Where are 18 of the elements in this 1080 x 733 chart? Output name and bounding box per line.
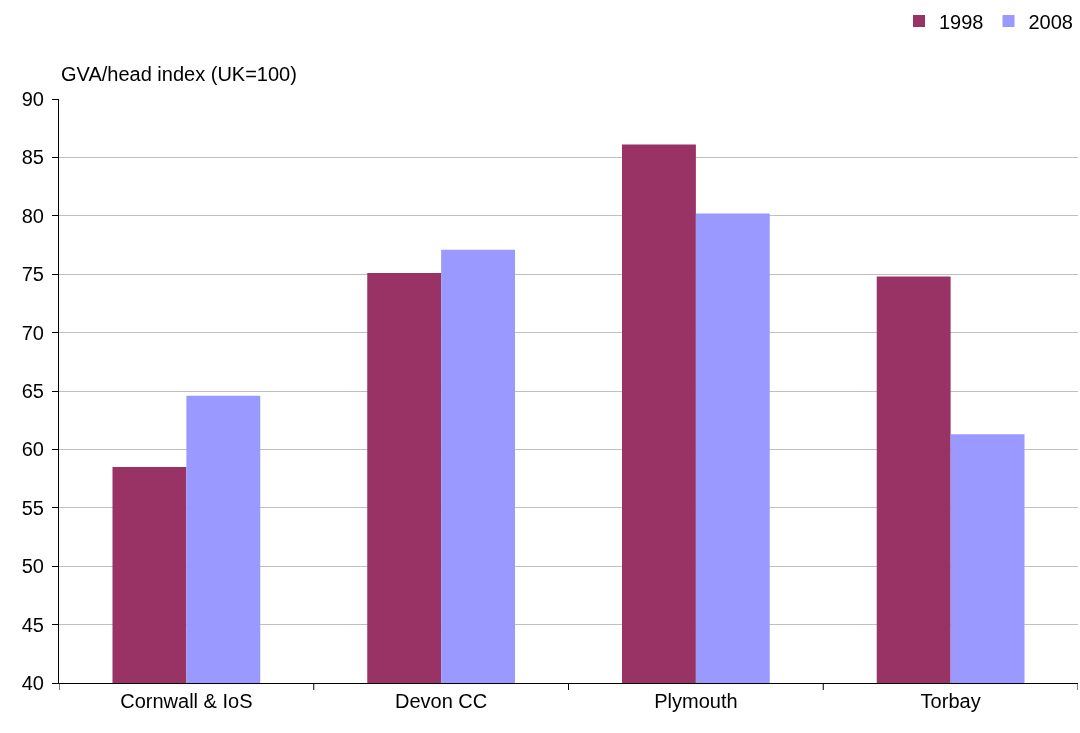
y-tick-label: 80 <box>21 204 44 227</box>
y-tick-label: 90 <box>21 88 44 110</box>
y-axis-title: GVA/head index (UK=100) <box>61 63 297 85</box>
y-tick-label: 45 <box>21 613 44 636</box>
y-tick-label: 70 <box>21 321 44 344</box>
x-tick-label: Plymouth <box>654 690 738 712</box>
legend-label: 1998 <box>939 10 984 33</box>
y-tick-label: 40 <box>21 672 44 694</box>
x-tick-label: Devon CC <box>395 690 488 712</box>
y-tick-label: 50 <box>21 555 44 578</box>
x-tick-label: Torbay <box>920 690 981 712</box>
y-tick-label: 65 <box>21 380 44 402</box>
y-tick-label: 75 <box>21 263 44 286</box>
y-tick-label: 55 <box>21 496 44 519</box>
y-tick-label: 60 <box>21 438 44 461</box>
legend-label: 2008 <box>1028 10 1073 33</box>
y-tick-label: 85 <box>21 146 44 169</box>
x-tick-label: Cornwall & IoS <box>120 690 253 712</box>
